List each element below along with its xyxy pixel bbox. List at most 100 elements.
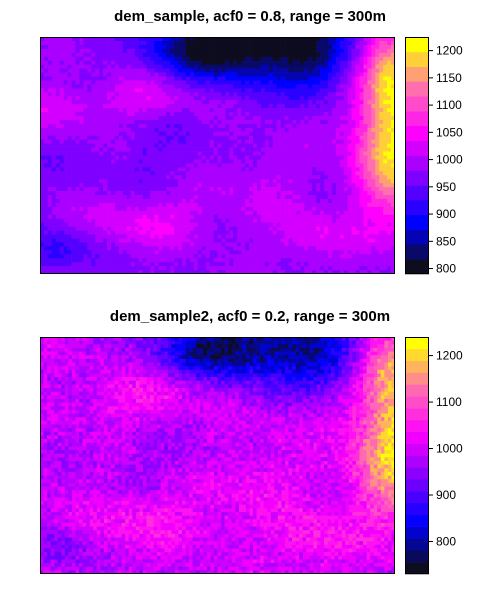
heatmap-cell bbox=[185, 104, 191, 109]
heatmap-cell bbox=[260, 175, 266, 180]
heatmap-cell bbox=[268, 76, 274, 81]
heatmap-cell bbox=[150, 159, 155, 164]
heatmap-cell bbox=[71, 218, 76, 223]
heatmap-cell bbox=[185, 191, 191, 196]
heatmap-cell bbox=[268, 183, 274, 188]
heatmap-cell bbox=[114, 246, 120, 251]
heatmap-cell bbox=[233, 100, 238, 105]
heatmap-cell bbox=[272, 198, 278, 204]
heatmap-cell bbox=[193, 104, 199, 109]
heatmap-cell bbox=[193, 84, 199, 89]
heatmap-cell bbox=[107, 155, 112, 160]
heatmap-cell bbox=[51, 222, 57, 227]
heatmap-cell bbox=[182, 60, 187, 65]
heatmap-cell bbox=[253, 218, 258, 223]
heatmap-cell bbox=[154, 250, 159, 255]
heatmap-cell bbox=[51, 40, 57, 46]
heatmap-cell bbox=[355, 127, 360, 133]
heatmap-cell bbox=[213, 191, 218, 196]
heatmap-cell bbox=[122, 202, 128, 208]
heatmap-cell bbox=[233, 48, 238, 54]
heatmap-cell bbox=[260, 202, 266, 208]
heatmap-cell bbox=[375, 92, 380, 97]
heatmap-cell bbox=[213, 242, 218, 247]
heatmap-cell bbox=[225, 195, 230, 200]
heatmap-cell bbox=[99, 210, 104, 216]
heatmap-cell bbox=[383, 108, 388, 113]
heatmap-cell bbox=[260, 171, 266, 176]
heatmap-cell bbox=[308, 202, 313, 208]
heatmap-cell bbox=[260, 84, 266, 89]
heatmap-cell bbox=[312, 108, 317, 113]
heatmap-cell bbox=[363, 210, 368, 216]
heatmap-cell bbox=[256, 238, 262, 243]
heatmap-cell bbox=[221, 222, 226, 227]
heatmap-cell bbox=[166, 96, 171, 101]
heatmap-cell bbox=[335, 37, 341, 42]
heatmap-cell bbox=[87, 230, 92, 235]
heatmap-cell bbox=[43, 96, 49, 101]
heatmap-cell bbox=[178, 230, 183, 235]
heatmap-cell bbox=[162, 92, 167, 97]
heatmap-cell bbox=[146, 179, 151, 184]
heatmap-cell bbox=[371, 104, 376, 109]
heatmap-cell bbox=[331, 151, 337, 156]
heatmap-cell bbox=[162, 37, 167, 42]
heatmap-cell bbox=[217, 254, 222, 259]
heatmap-cell bbox=[99, 183, 104, 188]
heatmap-cell bbox=[103, 84, 108, 89]
heatmap-cell bbox=[371, 100, 376, 105]
heatmap-cell bbox=[308, 206, 313, 212]
heatmap-cell bbox=[308, 234, 313, 239]
heatmap-cell bbox=[280, 40, 285, 46]
heatmap-cell bbox=[197, 123, 203, 129]
heatmap-cell bbox=[367, 234, 372, 239]
heatmap-cell bbox=[225, 151, 230, 156]
heatmap-cell bbox=[339, 198, 345, 204]
heatmap-cell bbox=[245, 135, 250, 141]
heatmap-cell bbox=[114, 163, 120, 168]
heatmap-cell bbox=[339, 131, 345, 137]
heatmap-cell bbox=[343, 119, 349, 125]
heatmap-cell bbox=[331, 246, 337, 251]
heatmap-cell bbox=[320, 191, 325, 196]
heatmap-cell bbox=[229, 131, 234, 137]
heatmap-cell bbox=[284, 127, 289, 133]
heatmap-cell bbox=[280, 37, 285, 42]
heatmap-cell bbox=[55, 147, 61, 152]
heatmap-cell bbox=[292, 250, 297, 255]
heatmap-cell bbox=[225, 155, 230, 160]
heatmap-cell bbox=[264, 131, 270, 137]
heatmap-cell bbox=[284, 167, 289, 172]
heatmap-cell bbox=[130, 151, 136, 156]
heatmap-cell bbox=[150, 80, 155, 85]
heatmap-cell bbox=[276, 238, 281, 243]
heatmap-cell bbox=[292, 40, 297, 46]
heatmap-cell bbox=[103, 254, 108, 259]
heatmap-cell bbox=[292, 60, 297, 65]
heatmap-cell bbox=[237, 222, 242, 227]
heatmap-cell bbox=[114, 187, 120, 192]
heatmap-cell bbox=[312, 195, 317, 200]
heatmap-cell bbox=[170, 163, 175, 168]
heatmap-cell bbox=[280, 135, 285, 141]
heatmap-cell bbox=[260, 147, 266, 152]
heatmap-cell bbox=[185, 52, 191, 58]
heatmap-cell bbox=[201, 60, 207, 65]
heatmap-cell bbox=[284, 72, 289, 77]
heatmap-cell bbox=[71, 222, 76, 227]
heatmap-cell bbox=[375, 139, 380, 144]
heatmap-cell bbox=[150, 151, 155, 156]
heatmap-cell bbox=[166, 72, 171, 77]
heatmap-cell bbox=[182, 214, 187, 220]
heatmap-cell bbox=[327, 127, 333, 133]
heatmap-cell bbox=[83, 112, 88, 117]
heatmap-cell bbox=[134, 92, 139, 97]
heatmap-cell bbox=[213, 179, 218, 184]
heatmap-cell bbox=[71, 88, 76, 93]
heatmap-cell bbox=[134, 214, 139, 220]
heatmap-cell bbox=[304, 171, 309, 176]
heatmap-cell bbox=[387, 92, 392, 97]
heatmap-cell bbox=[111, 119, 116, 125]
heatmap-cell bbox=[182, 179, 187, 184]
